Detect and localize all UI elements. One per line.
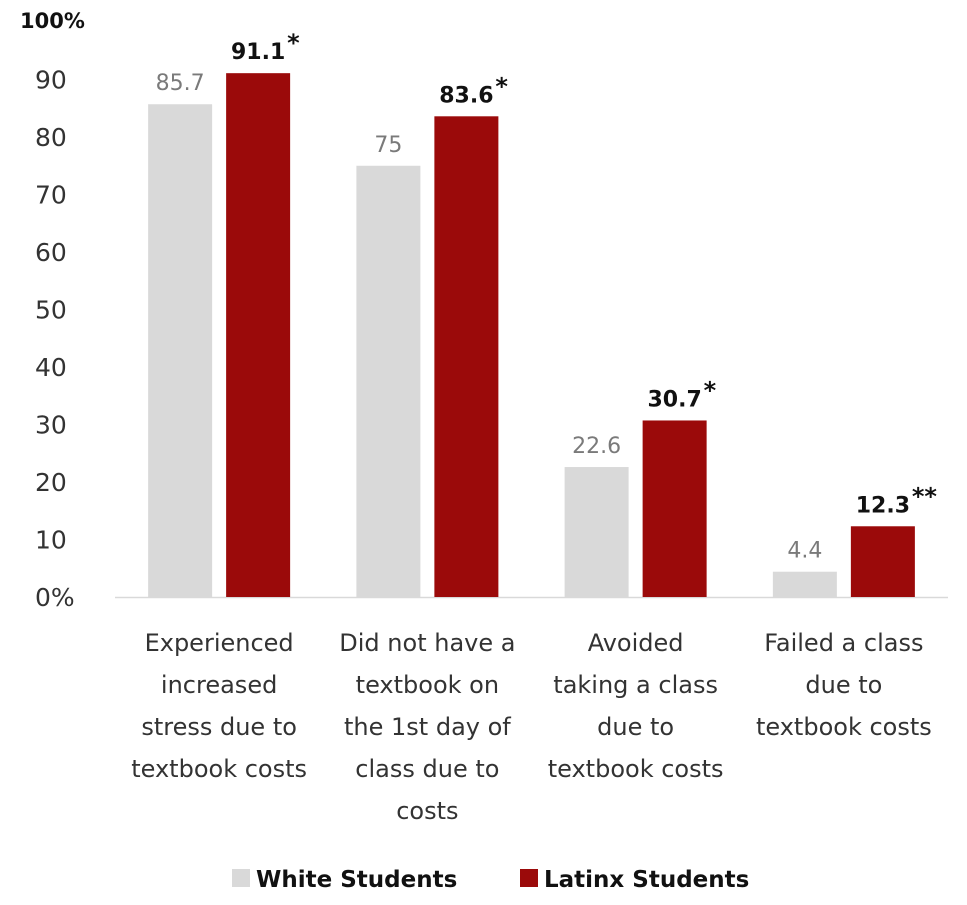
category-label: textbook costs bbox=[131, 755, 307, 783]
category-label: taking a class bbox=[553, 671, 718, 699]
value-label-latinx: 83.6 bbox=[439, 83, 493, 108]
category-label: textbook costs bbox=[548, 755, 724, 783]
bar-latinx-students bbox=[642, 420, 707, 597]
y-tick-label: 90 bbox=[35, 66, 67, 95]
y-tick-label: 20 bbox=[35, 468, 67, 497]
y-tick-label: 0% bbox=[35, 583, 75, 612]
y-tick-label: 80 bbox=[35, 123, 67, 152]
value-label-white: 22.6 bbox=[572, 434, 621, 459]
significance-marker: * bbox=[704, 376, 717, 404]
value-label-latinx: 91.1 bbox=[231, 40, 285, 65]
bars bbox=[148, 73, 915, 598]
category-label: costs bbox=[396, 797, 458, 825]
bar-white-students bbox=[148, 104, 213, 597]
y-tick-label: 30 bbox=[35, 411, 67, 440]
value-label-white: 85.7 bbox=[156, 71, 205, 96]
category-label: due to bbox=[805, 671, 882, 699]
category-label: Failed a class bbox=[764, 629, 923, 657]
significance-marker: * bbox=[495, 72, 508, 100]
y-tick-label: 60 bbox=[35, 238, 67, 267]
category-label: stress due to bbox=[141, 713, 297, 741]
legend-white-students-swatch bbox=[232, 869, 250, 887]
value-label-white: 4.4 bbox=[787, 539, 822, 564]
y-tick-label: 40 bbox=[35, 353, 67, 382]
significance-marker: * bbox=[287, 29, 300, 57]
category-label: Experienced bbox=[145, 629, 294, 657]
value-label-latinx: 30.7 bbox=[647, 387, 701, 412]
bar-white-students bbox=[564, 467, 629, 597]
y-tick-label: 70 bbox=[35, 181, 67, 210]
y-tick-label: 10 bbox=[35, 526, 67, 555]
category-labels: Experienced increased stress due to textboo… bbox=[131, 629, 932, 825]
category-label: increased bbox=[161, 671, 277, 699]
bar-latinx-students bbox=[226, 73, 291, 598]
category-label: due to bbox=[597, 713, 674, 741]
category-label: the 1st day of bbox=[344, 713, 511, 741]
legend-white-students-label: White Students bbox=[256, 867, 457, 893]
category-label: textbook costs bbox=[756, 713, 932, 741]
bar-latinx-students bbox=[850, 526, 915, 597]
category-label: Avoided bbox=[588, 629, 684, 657]
y-tick-label: 100% bbox=[20, 9, 85, 33]
bar-white-students bbox=[772, 571, 837, 597]
bar-white-students bbox=[356, 165, 421, 597]
category-label: class due to bbox=[355, 755, 499, 783]
category-label: textbook on bbox=[356, 671, 499, 699]
significance-marker: ** bbox=[912, 482, 938, 510]
value-label-latinx: 12.3 bbox=[856, 493, 910, 518]
legend-latinx-students-swatch bbox=[520, 869, 538, 887]
value-label-white: 75 bbox=[374, 133, 402, 158]
bar-latinx-students bbox=[434, 116, 499, 598]
legend: White Students Latinx Students bbox=[232, 867, 749, 893]
y-axis: 0% 10 20 30 40 50 60 70 80 90 100% bbox=[20, 9, 948, 612]
y-tick-label: 50 bbox=[35, 296, 67, 325]
legend-latinx-students-label: Latinx Students bbox=[544, 867, 749, 893]
category-label: Did not have a bbox=[339, 629, 515, 657]
